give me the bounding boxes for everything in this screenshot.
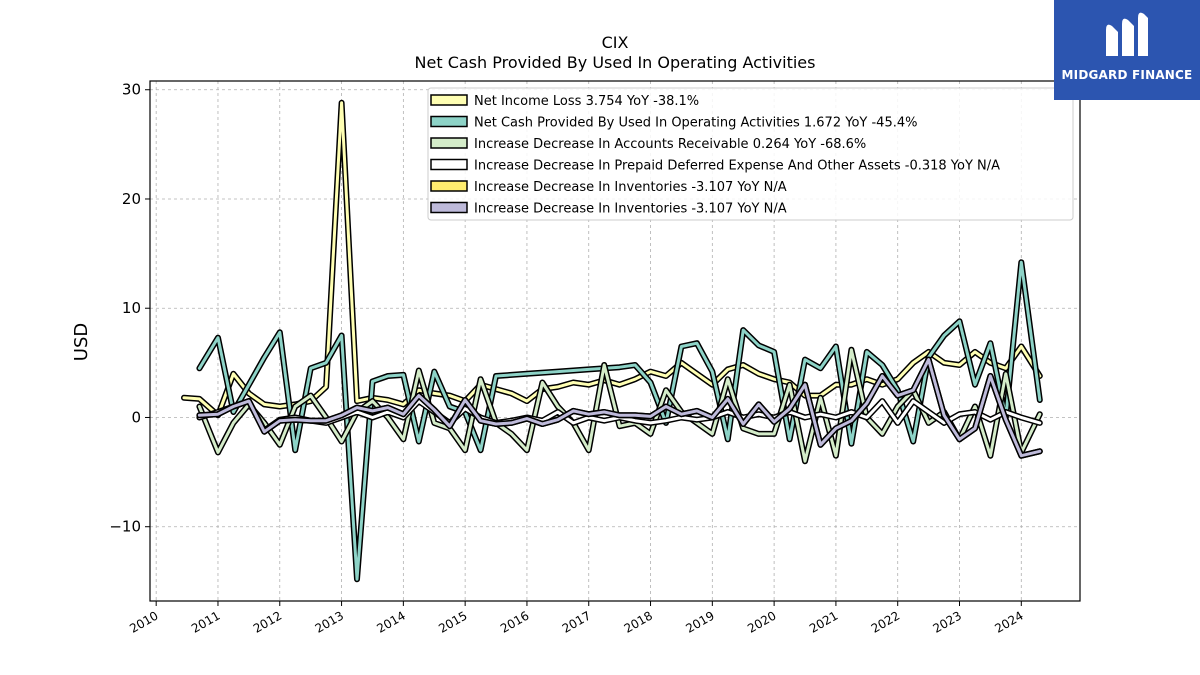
chart-title: CIX <box>602 33 629 52</box>
series-line-1 <box>181 99 1043 419</box>
x-tick-label: 2012 <box>251 608 284 635</box>
legend-swatch <box>430 201 468 214</box>
series-line-stroke <box>182 101 1042 417</box>
series-line-6 <box>196 356 1043 459</box>
series-line-stroke <box>197 358 1042 458</box>
x-tick-label: 2014 <box>374 608 407 635</box>
chart-subtitle: Net Cash Provided By Used In Operating A… <box>415 53 816 72</box>
y-axis-label: USD <box>71 323 92 361</box>
axes-frame <box>149 80 1081 602</box>
y-tick-label: 10 <box>122 299 141 317</box>
x-tick-label: 2023 <box>931 608 964 635</box>
plot-area <box>181 99 1043 583</box>
legend: Net Income Loss 3.754 YoY -38.1% Net Cash… <box>427 87 1074 221</box>
legend-entry: Increase Decrease In Inventories -3.107 … <box>474 202 787 217</box>
legend-swatch <box>430 180 468 192</box>
x-tick-label: 2020 <box>745 608 778 635</box>
brand-name: MIDGARD FINANCE <box>1061 68 1193 82</box>
x-tick-label: 2010 <box>127 608 160 635</box>
y-tick-label: 20 <box>122 190 141 208</box>
legend-swatch <box>430 137 468 149</box>
legend-entry: Net Income Loss 3.754 YoY -38.1% <box>474 94 699 109</box>
x-tick-label: 2016 <box>498 608 531 635</box>
x-tick-label: 2011 <box>189 608 222 635</box>
series-line-3 <box>196 346 1043 465</box>
y-tick-label: 0 <box>131 408 141 426</box>
legend-swatch <box>430 115 468 128</box>
x-tick-label: 2019 <box>683 608 716 635</box>
y-axis: −10 0 10 20 30 <box>109 81 150 536</box>
x-tick-label: 2022 <box>869 608 902 635</box>
x-tick-label: 2018 <box>622 608 655 635</box>
x-tick-label: 2015 <box>436 608 469 635</box>
x-tick-label: 2021 <box>807 608 840 635</box>
x-tick-label: 2017 <box>560 608 593 635</box>
series-line-stroke <box>197 348 1042 463</box>
legend-entry: Increase Decrease In Prepaid Deferred Ex… <box>474 159 1000 174</box>
series-line-2 <box>196 259 1043 583</box>
legend-swatch <box>430 94 468 106</box>
x-tick-label: 2024 <box>992 608 1025 635</box>
x-axis: 2010 2011 2012 2013 2014 2015 2016 2017 2018 2019… <box>127 601 1026 636</box>
legend-swatch <box>430 158 468 171</box>
legend-entry: Increase Decrease In Accounts Receivable… <box>474 137 866 152</box>
y-tick-label: 30 <box>122 81 141 99</box>
midgard-logo-icon <box>1106 12 1148 57</box>
legend-entry: Net Cash Provided By Used In Operating A… <box>474 116 917 131</box>
series-line-stroke <box>197 260 1042 581</box>
brand-logo: MIDGARD FINANCE <box>1054 0 1200 100</box>
y-tick-label: −10 <box>109 518 141 536</box>
legend-entry: Increase Decrease In Inventories -3.107 … <box>474 180 787 195</box>
legend-box <box>427 87 1074 221</box>
x-tick-label: 2013 <box>313 608 346 635</box>
